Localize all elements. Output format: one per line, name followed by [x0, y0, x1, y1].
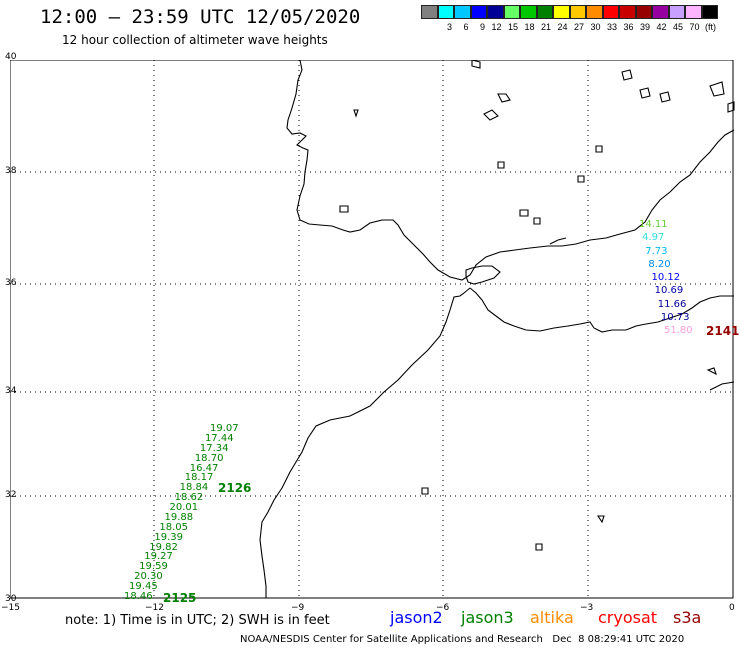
- lat-label-34: 34: [5, 386, 17, 396]
- wave-height-value: 8.20: [648, 258, 671, 270]
- wave-height-value: 10.73: [660, 311, 690, 323]
- lon-label-3: −3: [580, 603, 594, 613]
- color-scale-legend: 3 6 9 12 15 18 21 24 27 30 33 36 39 42 45 70 (ft): [421, 5, 718, 32]
- color-scale-swatch: [635, 5, 652, 19]
- color-scale-swatch: [652, 5, 669, 19]
- wave-height-value: 7.73: [645, 245, 668, 257]
- wave-height-value: 51.80: [664, 325, 693, 336]
- wave-height-value: 18.17: [184, 472, 214, 484]
- satellite-label-altika: altika: [530, 608, 574, 627]
- wave-height-value: 17.34: [199, 442, 229, 454]
- wave-height-value: 17.44: [204, 432, 234, 444]
- color-scale-label: 33: [606, 22, 617, 32]
- color-scale-label: 30: [590, 22, 601, 32]
- color-scale-swatch: [503, 5, 520, 19]
- color-scale-label: (ft): [705, 22, 716, 32]
- coastline: [259, 60, 735, 598]
- color-scale-label: 36: [623, 22, 634, 32]
- footer-note: note: 1) Time is in UTC; 2) SWH is in fe…: [65, 613, 330, 628]
- color-scale-swatch: [437, 5, 454, 19]
- map-frame: [10, 60, 735, 599]
- wave-height-value: 19.45: [129, 581, 158, 593]
- grid: [10, 60, 733, 598]
- color-scale-label: [421, 22, 438, 32]
- wave-height-value: 14.11: [639, 219, 668, 230]
- color-scale-label: 24: [557, 22, 568, 32]
- track-time-label: 2125: [163, 591, 197, 605]
- color-scale-swatch: [701, 5, 718, 19]
- wave-height-value: 18.70: [194, 452, 224, 464]
- lon-label-9: −9: [291, 603, 305, 613]
- color-scale-swatch: [487, 5, 504, 19]
- color-scale-label: 15: [507, 22, 518, 32]
- wave-height-value: 19.59: [139, 561, 168, 573]
- color-scale-label: 70: [689, 22, 700, 32]
- wave-height-value: 19.39: [154, 531, 183, 543]
- color-scale-label: 27: [573, 22, 584, 32]
- color-scale-swatch: [421, 5, 438, 19]
- lat-label-30: 30: [5, 594, 17, 604]
- color-scale-swatch: [569, 5, 586, 19]
- color-scale-swatch: [586, 5, 603, 19]
- page-title: 12:00 – 23:59 UTC 12/05/2020: [40, 6, 361, 28]
- wave-height-value: 19.07: [210, 423, 239, 434]
- lon-label-12: −12: [145, 603, 164, 613]
- wave-height-value: 4.97: [642, 232, 665, 244]
- color-scale-label: 6: [463, 22, 469, 32]
- wave-height-value: 16.47: [189, 462, 219, 474]
- color-scale-swatch: [668, 5, 685, 19]
- lat-label-36: 36: [5, 278, 17, 288]
- color-scale-swatch: [470, 5, 487, 19]
- lat-label-32: 32: [5, 490, 17, 500]
- wave-height-value: 19.82: [149, 541, 178, 553]
- color-scale-label: 3: [446, 22, 452, 32]
- track-time-label: 2126: [218, 481, 252, 495]
- color-scale-swatch: [685, 5, 702, 19]
- color-scale-label: 45: [672, 22, 683, 32]
- wave-height-value: 18.46: [124, 591, 153, 602]
- lat-label-38: 38: [5, 166, 17, 176]
- color-scale-label: 39: [639, 22, 650, 32]
- wave-height-value: 10.12: [651, 272, 681, 283]
- color-scale-label: 18: [524, 22, 535, 32]
- color-scale-label: 21: [540, 22, 551, 32]
- wave-height-value: 11.66: [657, 298, 687, 310]
- page-subtitle: 12 hour collection of altimeter wave hei…: [62, 33, 328, 47]
- color-scale-swatch: [553, 5, 570, 19]
- footer-credit: NOAA/NESDIS Center for Satellite Applica…: [240, 634, 685, 645]
- satellite-label-jason2: jason2: [390, 608, 443, 627]
- color-scale-label: 42: [656, 22, 667, 32]
- wave-height-value: 18.05: [159, 521, 189, 533]
- lon-label-6: −6: [436, 603, 450, 613]
- wave-height-value: 19.88: [164, 511, 194, 523]
- wave-height-value: 18.84: [179, 482, 209, 494]
- lat-label-40: 40: [5, 52, 17, 62]
- satellite-label-jason3: jason3: [461, 608, 514, 627]
- wave-height-value: 18.62: [174, 492, 204, 504]
- color-scale-swatch: [602, 5, 619, 19]
- wave-height-value: 20.30: [134, 571, 163, 583]
- track-time-label: 2141: [706, 324, 740, 338]
- lon-label-0: 0: [729, 603, 735, 613]
- color-scale-label: 9: [479, 22, 485, 32]
- color-scale-swatch: [520, 5, 537, 19]
- lon-label-15: −15: [1, 603, 20, 613]
- wave-height-value: 20.01: [169, 502, 199, 514]
- wave-height-value: 19.27: [144, 551, 173, 563]
- color-scale-swatch: [454, 5, 471, 19]
- wave-height-value: 10.69: [654, 285, 684, 297]
- color-scale-swatch: [536, 5, 553, 19]
- satellite-label-s3a: s3a: [673, 608, 702, 627]
- satellite-label-cryosat: cryosat: [598, 608, 658, 627]
- color-scale-label: 12: [491, 22, 502, 32]
- color-scale-swatch: [619, 5, 636, 19]
